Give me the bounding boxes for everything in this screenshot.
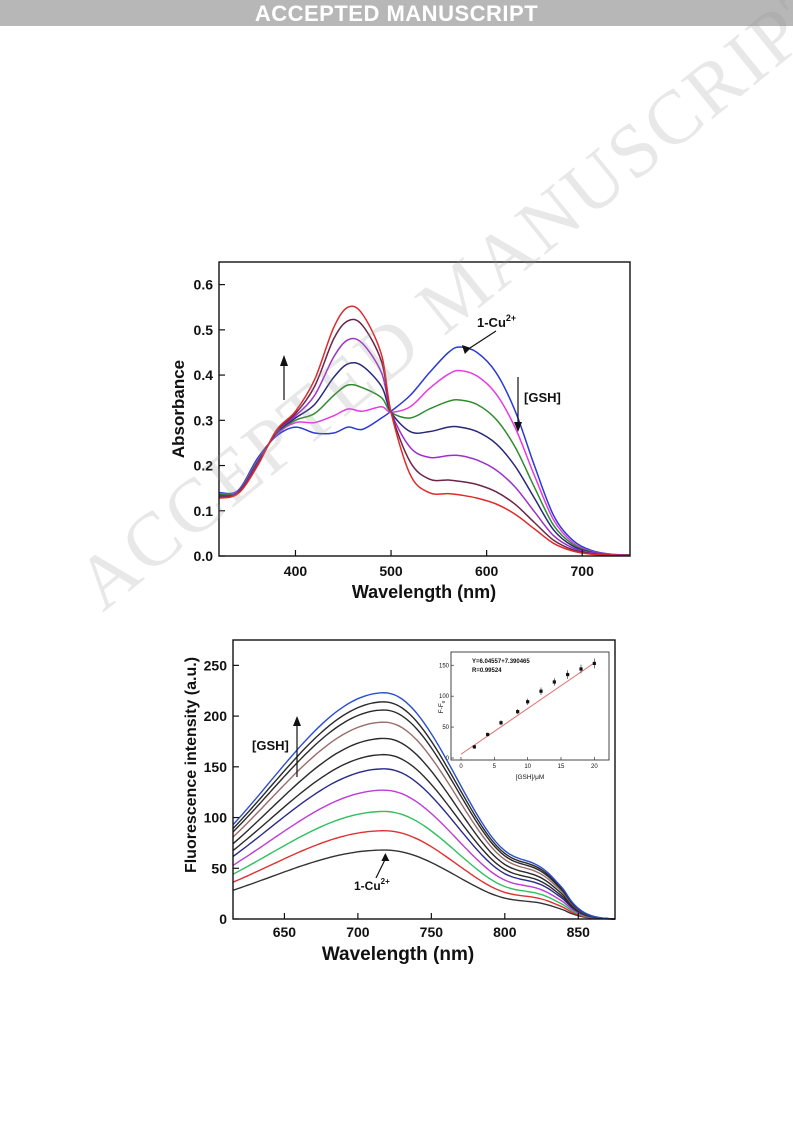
- inset-x-tick-label: 10: [524, 764, 531, 770]
- fluorescence-x-axis-label: Wavelength (nm): [322, 944, 474, 965]
- cu-annotation-label: 1-Cu2+: [477, 313, 516, 330]
- fluorescence-x-tick-label: 700: [346, 924, 370, 940]
- gsh-annotation: [GSH]: [514, 377, 561, 432]
- fluorescence-series-3: [232, 810, 616, 920]
- inset-equation: Y=6.04557+7.390465: [472, 659, 530, 665]
- absorbance-series-6: [218, 318, 631, 557]
- fluorescence-y-axis-label: Fluorescence intensity (a.u.): [183, 657, 200, 873]
- cu-annotation-arrow-2: [375, 858, 386, 879]
- inset-fit-line: [460, 662, 595, 755]
- absorbance-x-tick-label: 700: [571, 563, 595, 579]
- inset-y-tick-label: 100: [439, 694, 450, 700]
- fluorescence-series-2: [232, 830, 616, 920]
- gsh-up-arrowhead: [293, 716, 301, 726]
- absorbance-chart: 400 500 600 700 0.0 0.1 0.2 0.3 0.4 0.5 0.6 Wavel…: [169, 261, 631, 602]
- fluorescence-y-tick-label: 250: [204, 657, 228, 673]
- absorbance-x-tick-label: 400: [284, 563, 308, 579]
- absorbance-y-tick-label: 0.2: [194, 458, 214, 474]
- absorbance-series-5: [218, 337, 631, 556]
- inset-data-point: [526, 700, 530, 704]
- fluorescence-series-5: [232, 768, 616, 920]
- fluorescence-x-ticks: 650 700 750 800 850: [273, 913, 590, 940]
- fluorescence-y-tick-label: 0: [219, 911, 227, 927]
- absorbance-y-ticks: 0.0 0.1 0.2 0.3 0.4 0.5 0.6: [194, 277, 225, 564]
- absorbance-y-axis-label: Absorbance: [169, 360, 188, 458]
- fluorescence-x-tick-label: 650: [273, 924, 297, 940]
- increase-arrow: [280, 355, 288, 400]
- gsh-down-arrowhead: [514, 422, 522, 432]
- fluorescence-y-tick-label: 100: [204, 810, 228, 826]
- inset-data-point: [592, 661, 596, 666]
- fluorescence-series-6: [232, 753, 616, 920]
- fluorescence-series-7: [232, 737, 616, 920]
- fluorescence-y-tick-label: 200: [204, 708, 228, 724]
- inset-data-point: [486, 732, 490, 737]
- inset-chart: 0 5 10 15 20 0 50 100 150 Y=6.04557+7.390465 R=0…: [438, 651, 610, 781]
- absorbance-series-group: [218, 305, 631, 557]
- fluorescence-y-ticks: 0 50 100 150 200 250: [204, 657, 239, 927]
- fluorescence-x-tick-label: 750: [420, 924, 444, 940]
- inset-y-tick-label: 0: [446, 756, 450, 762]
- fluorescence-y-tick-label: 50: [211, 860, 227, 876]
- absorbance-series-4: [218, 361, 631, 556]
- fluorescence-series-1: [232, 849, 616, 920]
- inset-data-point: [499, 721, 503, 725]
- cu-annotation-arrow: [466, 330, 497, 351]
- inset-ticks: 0 5 10 15 20 0 50 100 150: [439, 663, 598, 770]
- absorbance-y-tick-label: 0.0: [194, 548, 214, 564]
- absorbance-x-tick-label: 500: [379, 563, 403, 579]
- gsh-label-2: [GSH]: [252, 738, 289, 753]
- absorbance-x-axis-label: Wavelength (nm): [352, 582, 496, 602]
- inset-y-tick-label: 150: [439, 663, 450, 669]
- fluorescence-y-tick-label: 150: [204, 759, 228, 775]
- inset-r-value: R=0.99524: [472, 668, 502, 674]
- inset-x-tick-label: 5: [493, 764, 497, 770]
- inset-y-tick-label: 50: [442, 725, 449, 731]
- absorbance-x-ticks: 400 500 600 700: [284, 550, 594, 579]
- fluorescence-x-tick-label: 850: [567, 924, 591, 940]
- absorbance-y-tick-label: 0.3: [194, 412, 214, 428]
- absorbance-y-tick-label: 0.5: [194, 322, 214, 338]
- inset-x-axis-label: [GSH]/μM: [516, 774, 545, 781]
- gsh-label: [GSH]: [524, 390, 561, 405]
- inset-data-point: [472, 745, 476, 749]
- inset-data-point: [579, 667, 583, 671]
- absorbance-plot-frame: [218, 261, 631, 557]
- increase-arrowhead: [280, 355, 288, 366]
- inset-x-tick-label: 15: [558, 764, 565, 770]
- gsh-annotation-2: [GSH]: [252, 716, 301, 777]
- cu-annotation-2: 1-Cu2+: [354, 853, 390, 893]
- inset-x-tick-label: 0: [459, 764, 463, 770]
- absorbance-x-tick-label: 600: [475, 563, 499, 579]
- inset-data-point: [566, 672, 570, 677]
- cu-annotation-arrowhead: [461, 345, 471, 355]
- fluorescence-x-tick-label: 800: [493, 924, 517, 940]
- absorbance-series-3: [218, 383, 631, 556]
- absorbance-series-2: [218, 369, 631, 556]
- inset-x-tick-label: 20: [591, 764, 598, 770]
- absorbance-y-tick-label: 0.1: [194, 503, 214, 519]
- fluorescence-series-4: [232, 789, 616, 920]
- cu-annotation-arrowhead-2: [381, 853, 390, 862]
- absorbance-series-7: [218, 305, 631, 557]
- inset-data-point: [539, 689, 543, 693]
- inset-data-point: [552, 680, 556, 684]
- inset-frame: [450, 651, 610, 761]
- fluorescence-plot-frame: [232, 639, 616, 920]
- absorbance-y-tick-label: 0.4: [194, 367, 214, 383]
- absorbance-y-tick-label: 0.6: [194, 277, 214, 293]
- cu-annotation-label-2: 1-Cu2+: [354, 877, 390, 893]
- absorbance-series-1: [218, 346, 631, 556]
- inset-data-point: [516, 710, 520, 714]
- accepted-manuscript-banner: ACCEPTED MANUSCRIPT: [0, 0, 793, 26]
- inset-points: [472, 658, 596, 749]
- cu-annotation: 1-Cu2+: [461, 313, 516, 355]
- inset-y-axis-label: F-F0: [438, 700, 446, 713]
